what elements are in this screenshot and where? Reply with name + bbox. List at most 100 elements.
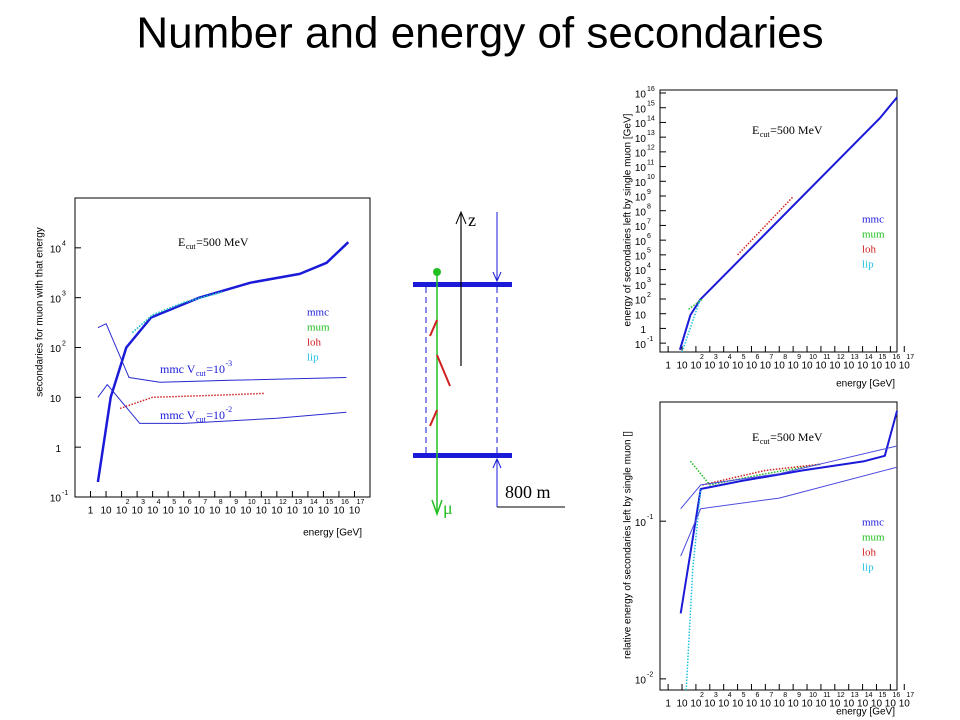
legend-entry: loh — [862, 547, 877, 559]
x-tick-label: 10 — [760, 361, 772, 372]
secondary — [436, 354, 451, 387]
y-tick-label: 10 — [50, 394, 62, 405]
y-tick-exponent: 11 — [647, 159, 654, 166]
x-tick-label: 10 — [256, 506, 268, 517]
y-tick-label: 1 — [55, 444, 61, 455]
annotation: E — [752, 430, 759, 444]
x-tick-label: 10 — [318, 506, 330, 517]
x-tick-label: 10 — [815, 699, 827, 710]
annotation: mmc V — [160, 362, 196, 376]
y-tick-exponent: -1 — [647, 336, 653, 343]
secondary — [429, 409, 438, 427]
x-tick-exponent: 12 — [279, 499, 287, 506]
y-axis-label: relative energy of secondaries left by s… — [623, 431, 634, 659]
x-tick-label: 10 — [271, 506, 283, 517]
x-tick-label: 10 — [349, 506, 361, 517]
y-tick-label: 10 — [635, 237, 647, 248]
y-tick-exponent: -1 — [62, 490, 68, 497]
x-tick-exponent: 16 — [892, 354, 900, 361]
legend-entry: mmc — [307, 307, 329, 319]
x-tick-label: 10 — [690, 361, 702, 372]
x-tick-label: 10 — [788, 699, 800, 710]
x-tick-exponent: 4 — [728, 692, 732, 699]
y-tick-exponent: 13 — [647, 130, 655, 137]
x-tick-exponent: 17 — [906, 692, 914, 699]
annotation-subscript: cut — [760, 130, 771, 139]
y-tick-label: 10 — [50, 244, 62, 255]
y-tick-label: 10 — [635, 340, 647, 351]
arrowhead — [492, 271, 502, 283]
x-tick-exponent: 16 — [892, 692, 900, 699]
y-tick-exponent: 5 — [647, 248, 651, 255]
x-tick-label: 10 — [690, 699, 702, 710]
x-tick-label: 10 — [774, 361, 786, 372]
x-tick-label: 10 — [899, 361, 911, 372]
x-tick-exponent: 5 — [742, 354, 746, 361]
series-line — [680, 466, 898, 557]
y-tick-exponent: 8 — [647, 204, 651, 211]
x-tick-exponent: 15 — [326, 499, 334, 506]
y-tick-exponent: -1 — [647, 514, 653, 521]
y-tick-exponent: -2 — [647, 672, 653, 679]
x-tick-label: 10 — [333, 506, 345, 517]
y-tick-label: 10 — [635, 104, 647, 115]
y-tick-exponent: 3 — [62, 291, 66, 298]
series-line — [119, 392, 265, 410]
y-tick-exponent: 3 — [647, 277, 651, 284]
annotation-subscript: cut — [196, 369, 207, 378]
x-tick-exponent: 13 — [851, 692, 859, 699]
y-tick-label: 10 — [635, 207, 647, 218]
x-tick-exponent: 10 — [809, 354, 817, 361]
y-tick-label: 10 — [635, 178, 647, 189]
x-tick-exponent: 9 — [797, 692, 801, 699]
annotation: E — [752, 123, 759, 137]
z-arrowhead — [455, 210, 467, 225]
annotation: =500 MeV — [770, 123, 823, 137]
x-tick-exponent: 2 — [700, 692, 704, 699]
x-tick-exponent: 3 — [141, 499, 145, 506]
y-tick-label: 10 — [50, 344, 62, 355]
x-tick-label: 1 — [88, 506, 94, 517]
x-tick-label: 10 — [302, 506, 314, 517]
x-tick-label: 1 — [665, 361, 671, 372]
x-tick-label: 10 — [829, 361, 841, 372]
x-tick-exponent: 2 — [700, 354, 704, 361]
y-tick-label: 1 — [640, 325, 646, 336]
x-tick-label: 10 — [760, 699, 772, 710]
legend-entry: lip — [307, 352, 319, 364]
x-axis-label: energy [GeV] — [836, 707, 895, 718]
y-tick-label: 10 — [635, 134, 647, 145]
x-tick-exponent: 15 — [879, 354, 887, 361]
x-tick-exponent: 10 — [248, 499, 256, 506]
muon-start — [433, 268, 441, 276]
secondary — [429, 319, 438, 337]
annotation: =10 — [206, 362, 225, 376]
x-tick-exponent: 14 — [310, 499, 318, 506]
x-tick-label: 10 — [885, 361, 897, 372]
x-tick-label: 10 — [829, 699, 841, 710]
x-tick-label: 10 — [746, 699, 758, 710]
series-line — [681, 299, 701, 353]
x-tick-exponent: 6 — [188, 499, 192, 506]
legend-entry: loh — [862, 244, 877, 256]
y-tick-label: 10 — [635, 119, 647, 130]
x-tick-exponent: 8 — [783, 692, 787, 699]
x-tick-exponent: 17 — [906, 354, 914, 361]
x-tick-exponent: 7 — [769, 354, 773, 361]
x-tick-label: 10 — [704, 699, 716, 710]
detector-diagram: z 800 m μ — [413, 210, 565, 518]
annotation-subscript: cut — [760, 437, 771, 446]
x-tick-exponent: 3 — [714, 692, 718, 699]
legend-entry: mmc — [862, 214, 884, 226]
annotation-subscript: cut — [186, 242, 197, 251]
x-tick-exponent: 3 — [714, 354, 718, 361]
y-tick-label: 10 — [635, 163, 647, 174]
x-tick-label: 10 — [857, 361, 869, 372]
x-tick-exponent: 6 — [756, 354, 760, 361]
x-tick-label: 10 — [843, 699, 855, 710]
y-tick-label: 10 — [635, 193, 647, 204]
muon-arrowhead — [431, 499, 443, 517]
annotation: mmc V — [160, 408, 196, 422]
x-tick-label: 10 — [163, 506, 175, 517]
